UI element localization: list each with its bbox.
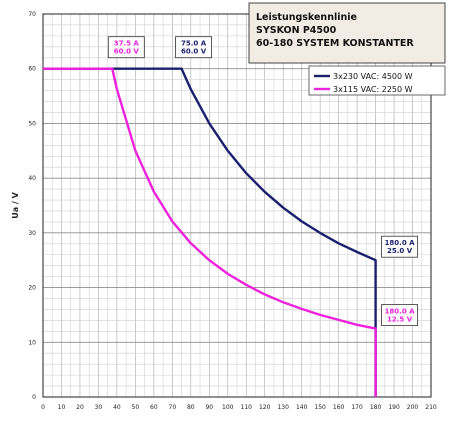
plot-frame [42, 13, 432, 398]
x-tick-label: 200 [407, 404, 419, 411]
legend-frame [308, 65, 446, 96]
x-tick-label: 130 [277, 404, 289, 411]
y-tick-labels: 0 10 20 30 40 50 60 70 [28, 11, 36, 401]
x-tick-label: 40 [113, 404, 121, 411]
legend-label-1: 3x230 VAC: 4500 W [333, 72, 413, 81]
data-annotation-4: 180.0 A12.5 V [381, 304, 418, 327]
data-annotation-3: 180.0 A25.0 V [381, 235, 418, 258]
x-tick-label: 90 [205, 404, 213, 411]
x-tick-label: 0 [41, 404, 45, 411]
annotation-text: 180.0 A [385, 308, 416, 316]
x-tick-label: 210 [425, 404, 437, 411]
x-tick-label: 30 [95, 404, 103, 411]
y-tick-label: 0 [32, 394, 36, 401]
x-tick-label: 110 [241, 404, 253, 411]
x-tick-label: 10 [58, 404, 66, 411]
title-box: Leistungskennlinie SYSKON P4500 60-180 SYS… [248, 2, 446, 64]
annotation-box [381, 235, 418, 258]
annotation-box [381, 304, 418, 327]
x-tick-label: 160 [333, 404, 345, 411]
annotation-text: 60.0 V [181, 48, 207, 56]
annotation-box [175, 36, 212, 59]
legend-label-2: 3x115 VAC: 2250 W [333, 85, 413, 94]
annotation-box [107, 36, 145, 59]
x-tick-label: 150 [314, 404, 326, 411]
y-tick-label: 30 [28, 230, 36, 237]
y-tick-label: 10 [28, 339, 36, 346]
x-tick-label: 100 [222, 404, 234, 411]
annotation-text: 60.0 V [114, 48, 140, 56]
x-tick-label: 140 [296, 404, 308, 411]
legend: 3x230 VAC: 4500 W 3x115 VAC: 2250 W [308, 65, 446, 96]
series-layer [43, 67, 377, 397]
chart-title-line: 60-180 SYSTEM KONSTANTER [256, 38, 414, 49]
x-tick-label: 170 [351, 404, 363, 411]
x-tick-label: 120 [259, 404, 271, 411]
annotation-text: 12.5 V [387, 316, 413, 324]
chart-title-line: SYSKON P4500 [256, 25, 337, 36]
y-tick-label: 70 [28, 11, 36, 18]
x-tick-label: 20 [76, 404, 84, 411]
x-tick-label: 180 [370, 404, 382, 411]
x-tick-label: 70 [169, 404, 177, 411]
data-annotation-1: 37.5 A60.0 V [107, 36, 145, 59]
data-annotation-2: 75.0 A60.0 V [175, 36, 212, 59]
x-tick-labels: 0 10 20 30 40 50 60 70 80 90 100 110 120 130 140 150 160… [41, 404, 437, 411]
x-tick-label: 50 [132, 404, 140, 411]
annotation-text: 180.0 A [385, 239, 416, 247]
annotation-text: 37.5 A [114, 40, 140, 48]
chart-title-line: Leistungskennlinie [256, 12, 357, 23]
y-tick-label: 20 [28, 285, 36, 292]
annotation-text: 75.0 A [181, 40, 207, 48]
x-tick-label: 60 [150, 404, 158, 411]
y-tick-label: 50 [28, 120, 36, 127]
annotation-text: 25.0 V [387, 247, 413, 255]
title-box-frame [248, 2, 446, 64]
y-tick-label: 40 [28, 175, 36, 182]
y-tick-label: 60 [28, 66, 36, 73]
series-line-2 [43, 67, 377, 397]
x-tick-label: 80 [187, 404, 195, 411]
series-line-1 [43, 67, 377, 397]
x-tick-label: 190 [388, 404, 400, 411]
y-axis-label: Ua / V [11, 191, 20, 218]
